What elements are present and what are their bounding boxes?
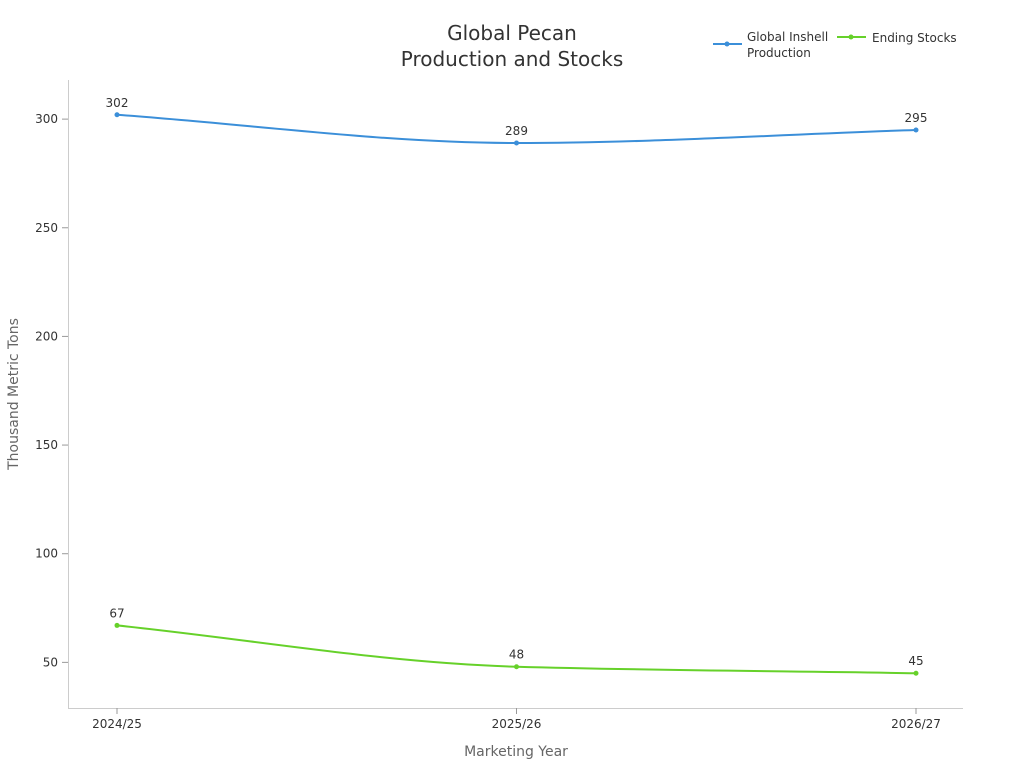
y-tick-label: 100 bbox=[35, 547, 58, 561]
x-tick-label: 2024/25 bbox=[92, 717, 142, 731]
x-tick-label: 2025/26 bbox=[492, 717, 542, 731]
y-tick-label: 150 bbox=[35, 438, 58, 452]
chart-title-line-2: Production and Stocks bbox=[401, 47, 624, 71]
data-label: 67 bbox=[109, 606, 124, 620]
y-axis-ticks: 50 100 150 200 250 300 bbox=[35, 112, 68, 669]
legend-label-production-line-2: Production bbox=[747, 46, 811, 60]
data-point[interactable] bbox=[514, 140, 519, 146]
legend: Global Inshell Production Ending Stocks bbox=[713, 30, 957, 60]
data-label: 48 bbox=[509, 648, 524, 662]
data-point[interactable] bbox=[114, 622, 120, 628]
data-label: 302 bbox=[106, 96, 129, 110]
series-1: 67 48 45 bbox=[109, 606, 924, 676]
legend-item-production[interactable]: Global Inshell Production bbox=[713, 30, 828, 60]
data-label: 289 bbox=[505, 124, 528, 138]
y-tick-label: 300 bbox=[35, 112, 58, 126]
data-point[interactable] bbox=[514, 664, 519, 670]
legend-label-production-line-1: Global Inshell bbox=[747, 30, 828, 44]
data-label: 295 bbox=[905, 111, 928, 125]
x-axis-ticks: 2024/25 2025/26 2026/27 bbox=[92, 708, 941, 731]
data-label: 45 bbox=[908, 654, 923, 668]
data-point[interactable] bbox=[114, 112, 120, 118]
data-point[interactable] bbox=[913, 127, 919, 133]
x-tick-label: 2026/27 bbox=[891, 717, 941, 731]
series-layer: 302 289 295 67 48 45 bbox=[106, 96, 928, 676]
legend-marker-production bbox=[724, 41, 730, 47]
chart-title-line-1: Global Pecan bbox=[447, 21, 577, 45]
x-axis-title: Marketing Year bbox=[464, 744, 568, 760]
series-0: 302 289 295 bbox=[106, 96, 928, 146]
y-tick-label: 200 bbox=[35, 329, 58, 343]
legend-label-ending-stocks: Ending Stocks bbox=[872, 31, 957, 45]
y-axis-title: Thousand Metric Tons bbox=[6, 318, 22, 471]
legend-item-ending-stocks[interactable]: Ending Stocks bbox=[837, 31, 957, 45]
legend-marker-ending-stocks bbox=[848, 34, 854, 40]
y-tick-label: 50 bbox=[43, 655, 58, 669]
data-point[interactable] bbox=[913, 670, 919, 676]
y-tick-label: 250 bbox=[35, 221, 58, 235]
